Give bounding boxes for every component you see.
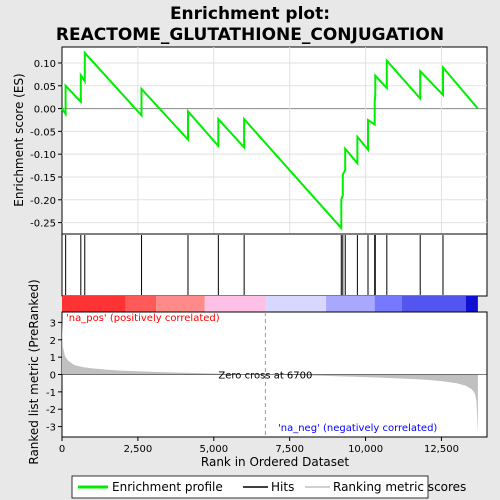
metric-y-tick-label: 2 — [50, 336, 56, 347]
title-line2: REACTOME_GLUTATHIONE_CONJUGATION — [56, 25, 444, 45]
x-axis-label: Rank in Ordered Dataset — [201, 455, 349, 469]
x-tick-label: 5,000 — [199, 444, 228, 455]
hits-panel — [61, 233, 488, 297]
es-y-axis-label: Enrichment score (ES) — [12, 73, 26, 206]
metric-y-tick-label: 3 — [50, 318, 56, 329]
es-y-tick-label: -0.10 — [30, 150, 56, 161]
color-bar-segment — [374, 296, 402, 312]
title-line1: Enrichment plot: — [170, 4, 330, 24]
metric-x-axis: 0 2,500 5,000 7,500 10,000 12,500 — [59, 437, 459, 455]
color-bar-segment — [326, 296, 375, 312]
es-y-axis: 0.10 0.05 0.00 -0.05 -0.10 -0.15 -0.20 -0.25 — [30, 59, 62, 230]
es-y-tick-label: -0.15 — [30, 173, 56, 184]
enrichment-profile-line — [61, 50, 479, 231]
legend-enrichment-label: Enrichment profile — [112, 480, 223, 494]
metric-y-tick-label: 1 — [50, 353, 56, 364]
x-tick-label: 2,500 — [124, 444, 153, 455]
metric-y-tick-label: -2 — [46, 405, 56, 416]
hit-markers — [65, 235, 444, 295]
negative-correlation-label: 'na_neg' (negatively correlated) — [278, 423, 437, 434]
es-y-tick-label: 0.00 — [34, 105, 56, 116]
metric-y-axis-label: Ranked list metric (PreRanked) — [27, 279, 41, 464]
zero-cross-label: Zero cross at 6700 — [218, 371, 312, 382]
color-bar-segment — [402, 296, 466, 312]
es-panel — [61, 46, 488, 235]
ranking-color-bar — [62, 296, 478, 312]
es-y-tick-label: 0.10 — [34, 59, 56, 70]
color-bar-segment — [156, 296, 205, 312]
metric-y-axis: 3 2 1 0 -1 -2 -3 — [46, 318, 62, 434]
metric-y-tick-label: -1 — [46, 388, 56, 399]
color-bar-segment — [265, 296, 327, 312]
color-bar-segment — [62, 296, 126, 312]
ranked-metric-area — [62, 318, 478, 434]
color-bar-segment — [125, 296, 157, 312]
es-y-tick-label: -0.25 — [30, 219, 56, 230]
es-y-tick-label: -0.05 — [30, 127, 56, 138]
x-tick-label: 7,500 — [275, 444, 304, 455]
color-bar-segment — [204, 296, 266, 312]
x-tick-label: 0 — [59, 444, 65, 455]
legend-ranking-label: Ranking metric scores — [333, 480, 466, 494]
color-bar-segment — [465, 296, 478, 312]
metric-y-tick-label: 0 — [50, 371, 56, 382]
legend-hits-label: Hits — [271, 480, 294, 494]
x-tick-label: 10,000 — [348, 444, 383, 455]
positive-correlation-label: 'na_pos' (positively correlated) — [66, 313, 220, 324]
es-y-tick-label: 0.05 — [34, 82, 56, 93]
es-y-tick-label: -0.20 — [30, 196, 56, 207]
x-tick-label: 12,500 — [424, 444, 459, 455]
metric-y-tick-label: -3 — [46, 423, 56, 434]
